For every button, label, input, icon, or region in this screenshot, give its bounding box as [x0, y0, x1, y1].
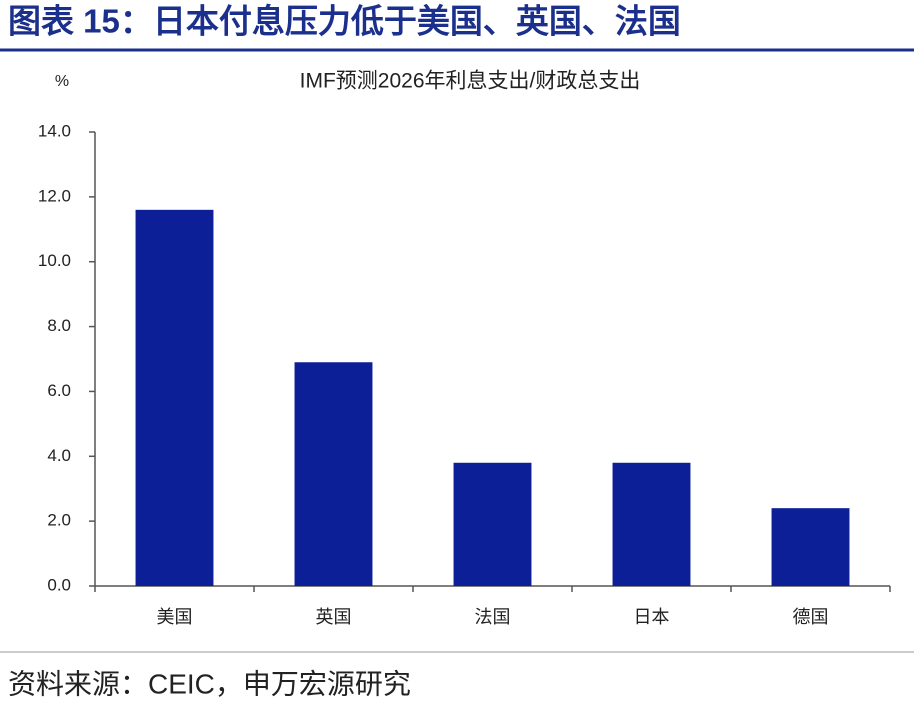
- x-tick-label: 日本: [634, 607, 670, 627]
- y-tick-label: 2.0: [47, 511, 71, 530]
- y-tick-label: 4.0: [47, 446, 71, 465]
- chart-title: IMF预测2026年利息支出/财政总支出: [300, 70, 641, 93]
- bar: [135, 209, 214, 587]
- bar: [771, 508, 850, 586]
- x-tick-label: 法国: [475, 607, 511, 627]
- y-tick-label: 10.0: [38, 251, 71, 270]
- y-unit: %: [55, 73, 69, 90]
- source-note: 资料来源：CEIC，申万宏源研究: [8, 668, 411, 699]
- y-tick-label: 8.0: [47, 316, 71, 335]
- y-tick-label: 12.0: [38, 186, 71, 205]
- x-tick-label: 德国: [793, 607, 829, 627]
- y-tick-label: 14.0: [38, 121, 71, 140]
- x-tick-label: 英国: [316, 607, 352, 627]
- bar: [453, 462, 532, 586]
- y-tick-label: 6.0: [47, 381, 71, 400]
- page-title: 图表 15：日本付息压力低于美国、英国、法国: [8, 3, 681, 40]
- bar: [294, 362, 373, 586]
- y-tick-label: 0.0: [47, 575, 71, 594]
- x-tick-label: 美国: [157, 607, 193, 627]
- bar: [612, 462, 691, 586]
